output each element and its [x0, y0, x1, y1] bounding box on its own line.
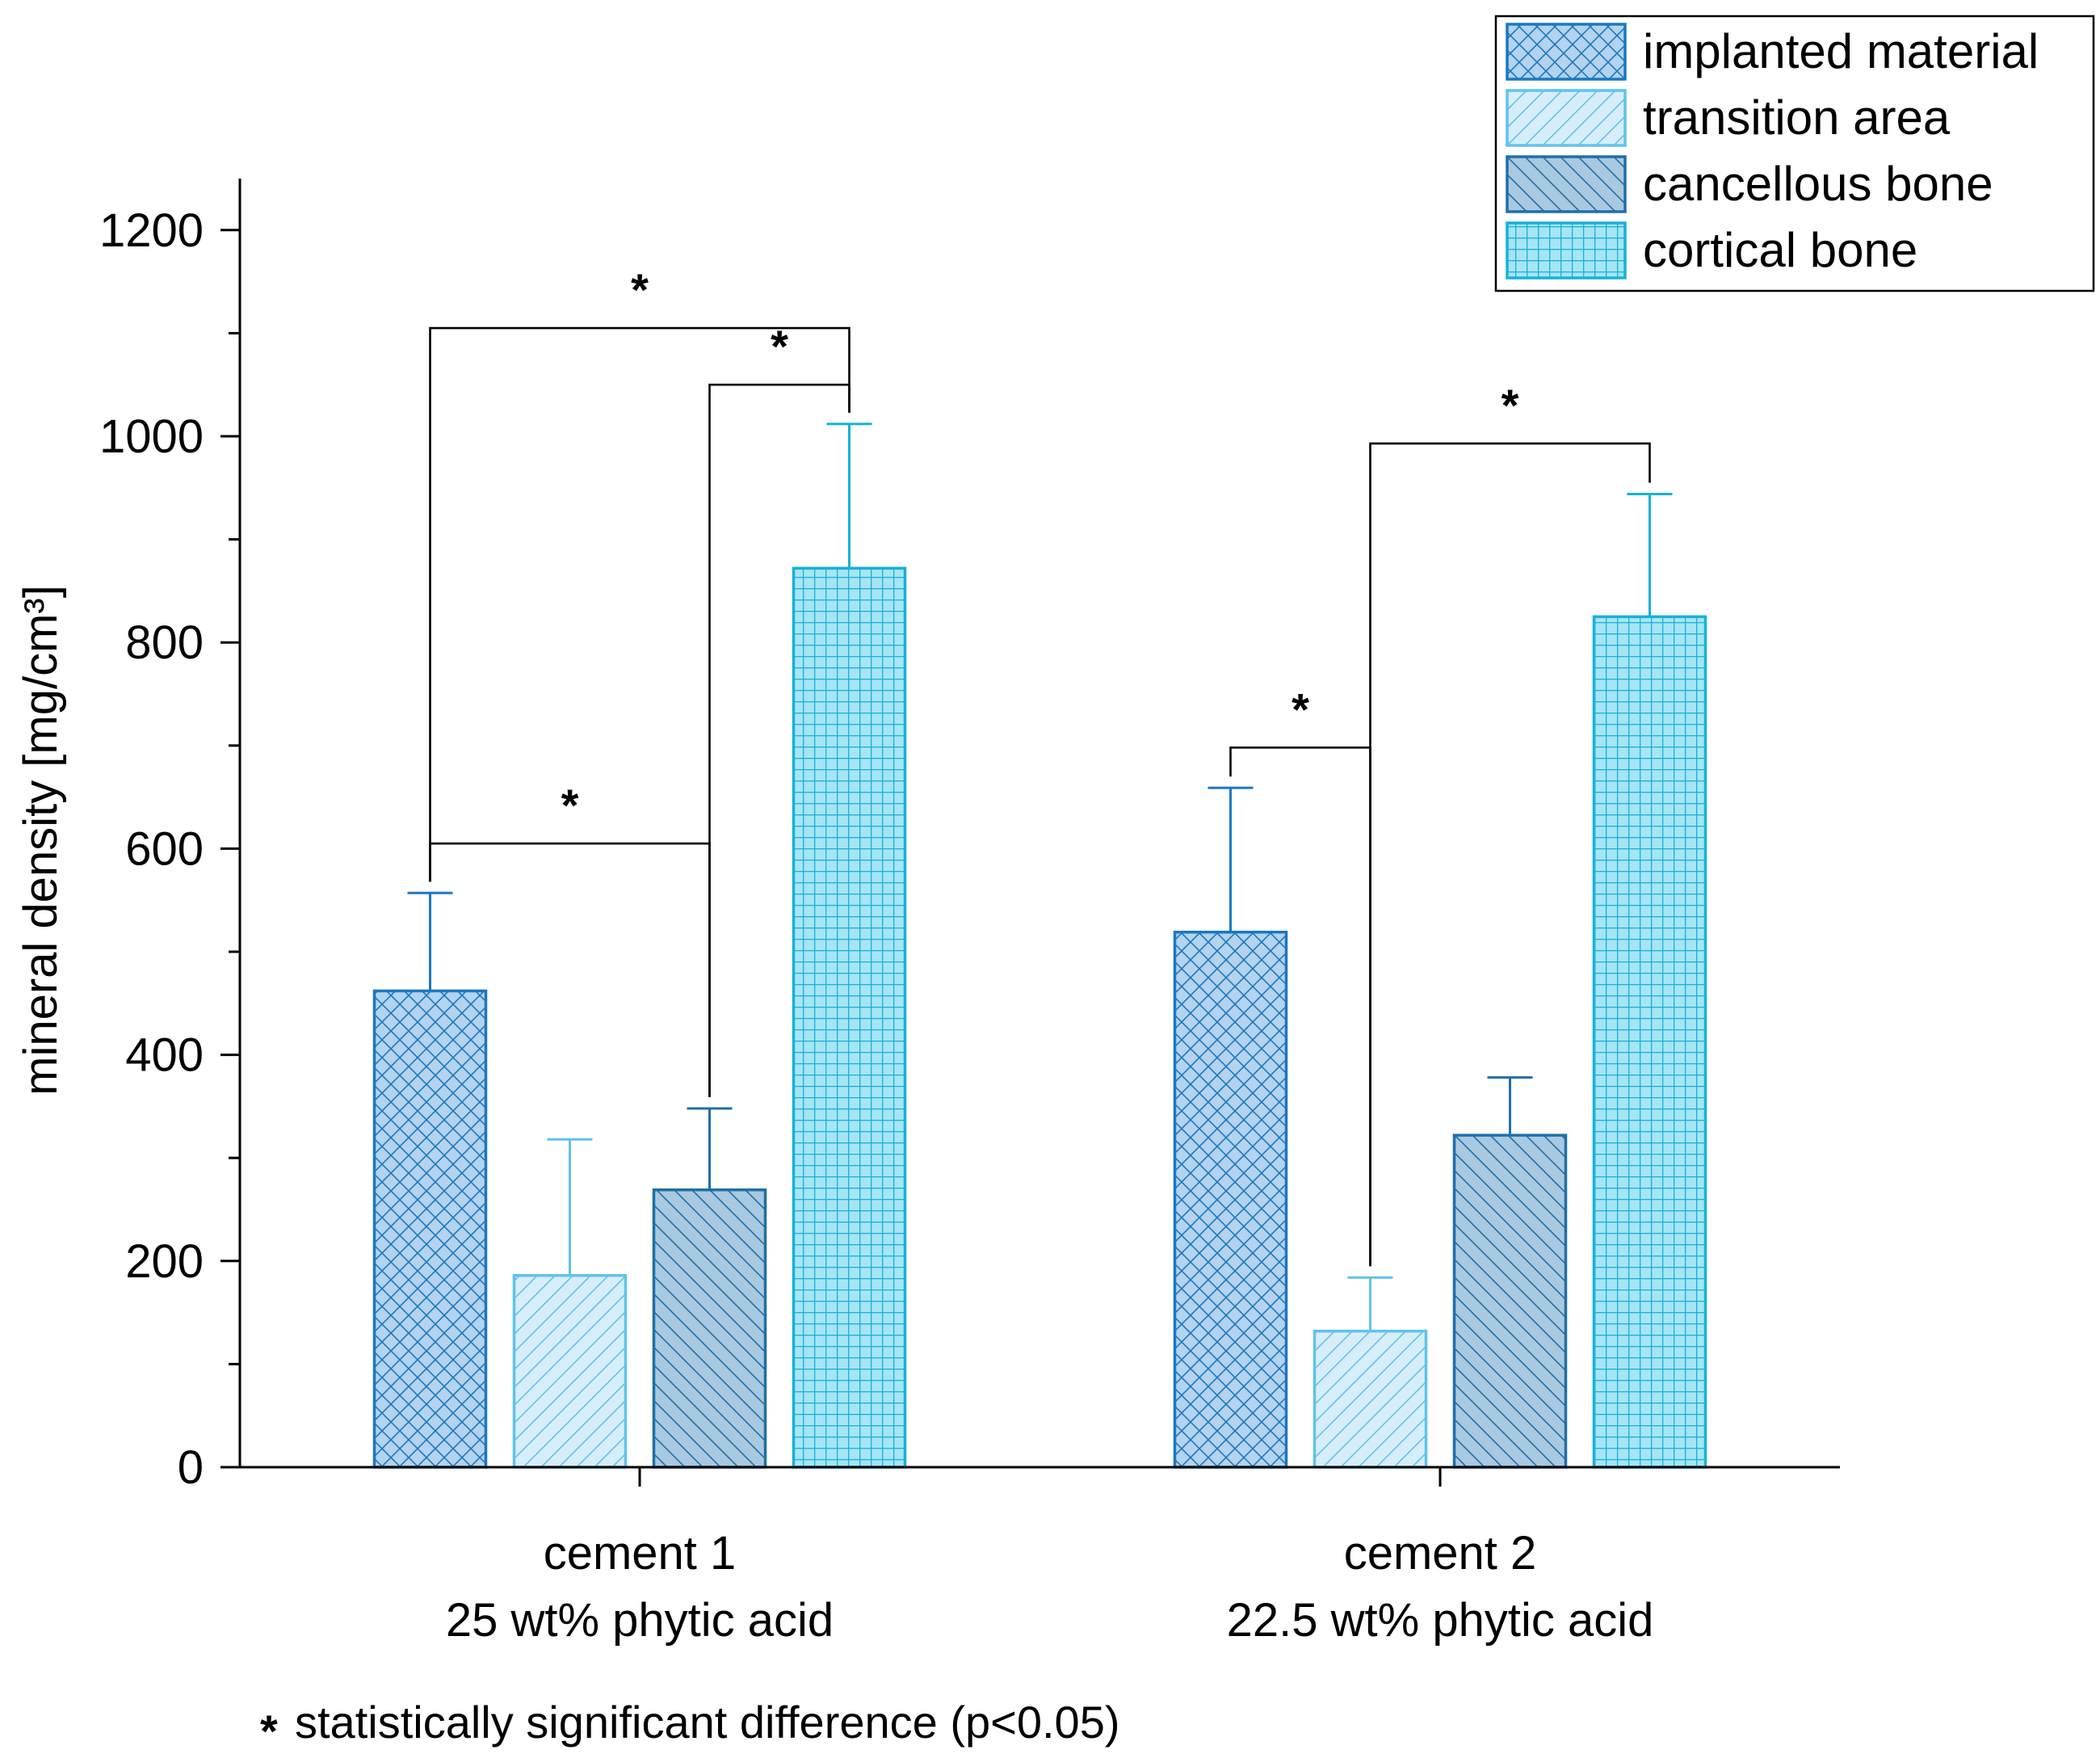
significance-star: * — [1502, 380, 1519, 431]
legend-label: transition area — [1643, 90, 1951, 145]
legend: implanted material transition area cancell… — [1494, 15, 2095, 292]
bar — [372, 989, 488, 1469]
footnote-marker: * — [260, 1706, 278, 1754]
legend-swatch — [1506, 221, 1627, 280]
legend-swatch — [1506, 155, 1627, 213]
bar — [512, 1273, 628, 1469]
bar — [1452, 1134, 1568, 1469]
y-tick-label: 1200 — [99, 204, 204, 257]
significance-star: * — [1292, 684, 1309, 734]
legend-label: cancellous bone — [1643, 157, 1993, 211]
bar — [1592, 615, 1707, 1469]
bar — [1312, 1329, 1428, 1469]
y-tick-label: 200 — [125, 1235, 204, 1288]
y-tick-label: 400 — [125, 1029, 204, 1082]
legend-swatch — [1506, 23, 1627, 81]
category-label-line1: cement 2 — [1344, 1527, 1537, 1579]
y-tick-label: 1000 — [99, 410, 204, 463]
bar — [652, 1188, 767, 1469]
legend-swatch — [1506, 89, 1627, 147]
significance-brackets: * * * * * — [429, 264, 1651, 1267]
axes: 0 200 400 600 800 1000 1200 cement 1 25 wt% phyt… — [99, 179, 1840, 1647]
footnote: * statistically significant difference (… — [260, 1697, 1119, 1754]
bars — [372, 423, 1707, 1469]
legend-label: implanted material — [1643, 24, 2039, 78]
bar — [792, 566, 907, 1469]
y-axis-title: mineral density [mg/cm³] — [15, 585, 67, 1096]
significance-bracket — [708, 383, 850, 1097]
category-label-line2: 25 wt% phytic acid — [446, 1594, 834, 1647]
significance-star: * — [561, 780, 579, 831]
significance-bracket — [429, 326, 850, 882]
y-tick-label: 800 — [125, 616, 204, 669]
significance-bracket — [1229, 747, 1371, 1267]
y-tick-label: 0 — [178, 1441, 204, 1494]
y-tick-label: 600 — [125, 822, 204, 875]
footnote-text: statistically significant difference (p<… — [295, 1697, 1119, 1748]
bar — [1173, 931, 1288, 1469]
category-label-line1: cement 1 — [544, 1527, 737, 1579]
significance-star: * — [631, 264, 649, 315]
significance-star: * — [771, 321, 788, 372]
category-label-line2: 22.5 wt% phytic acid — [1227, 1594, 1654, 1647]
significance-bracket — [429, 842, 711, 1097]
legend-label: cortical bone — [1643, 223, 1917, 277]
